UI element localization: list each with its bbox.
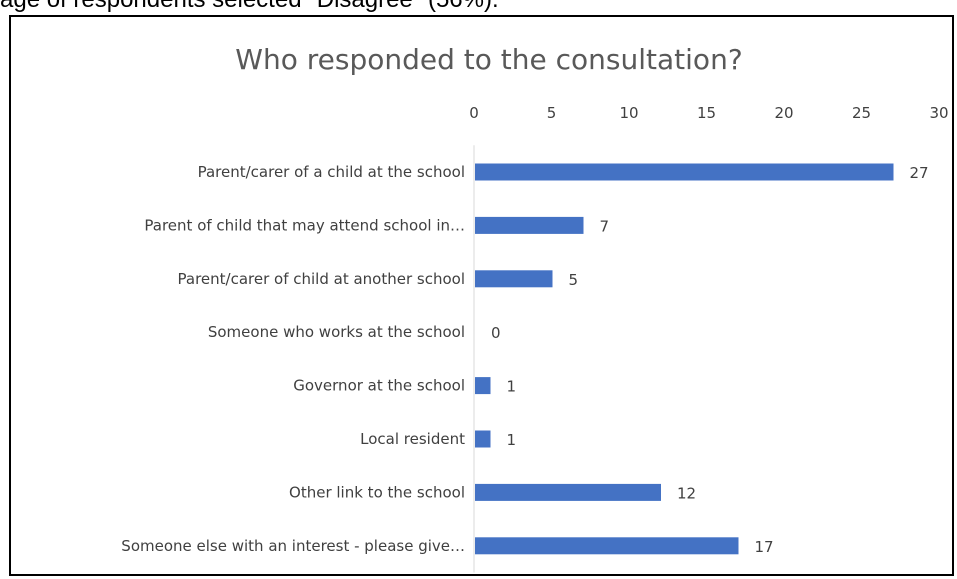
- bar: [475, 483, 661, 501]
- data-label: 17: [755, 538, 774, 556]
- category-label: Parent/carer of child at another school: [178, 270, 465, 288]
- category-label: Other link to the school: [289, 483, 465, 501]
- category-label: Parent of child that may attend school i…: [144, 216, 465, 234]
- document-text-fragment: age of respondents selected "Disagree" (…: [0, 0, 499, 14]
- category-label: Someone who works at the school: [208, 323, 465, 341]
- bar: [475, 216, 584, 234]
- data-label: 5: [569, 271, 579, 289]
- bar-chart: Who responded to the consultation? 0 5 10 1…: [121, 43, 949, 573]
- x-tick-label: 5: [547, 104, 557, 122]
- data-label: 1: [507, 431, 517, 449]
- data-label: 27: [910, 164, 929, 182]
- bar: [475, 430, 491, 448]
- category-label: Someone else with an interest - please g…: [121, 537, 465, 555]
- x-tick-label: 25: [852, 104, 871, 122]
- bar: [475, 377, 491, 395]
- bars-group: Parent/carer of a child at the school 27 P…: [121, 163, 928, 556]
- category-label: Governor at the school: [293, 377, 465, 395]
- category-label: Parent/carer of a child at the school: [198, 163, 465, 181]
- bar: [475, 163, 894, 181]
- chart-frame: Who responded to the consultation? 0 5 10 1…: [9, 15, 954, 576]
- bar: [475, 270, 553, 288]
- x-tick-label: 20: [774, 104, 793, 122]
- data-label: 0: [491, 324, 501, 342]
- data-label: 1: [507, 378, 517, 396]
- x-axis-ticks: 0 5 10 15 20 25 30: [469, 104, 948, 122]
- chart-title: Who responded to the consultation?: [235, 43, 742, 76]
- data-label: 12: [677, 484, 696, 502]
- bar: [475, 537, 739, 555]
- category-label: Local resident: [360, 430, 465, 448]
- x-tick-label: 30: [929, 104, 948, 122]
- data-label: 7: [600, 217, 610, 235]
- x-tick-label: 10: [619, 104, 638, 122]
- x-tick-label: 0: [469, 104, 479, 122]
- x-tick-label: 15: [697, 104, 716, 122]
